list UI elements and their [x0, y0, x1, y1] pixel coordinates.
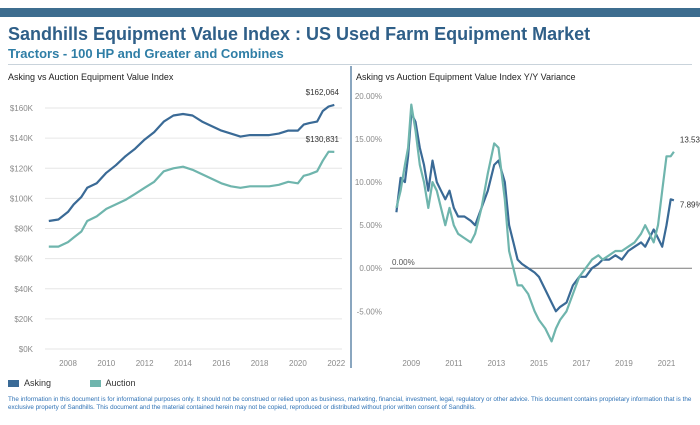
- page-subtitle: Tractors - 100 HP and Greater and Combin…: [8, 46, 284, 61]
- y-tick-label: 5.00%: [359, 221, 382, 230]
- y-tick-label: 20.00%: [355, 92, 382, 101]
- header-divider: [8, 64, 692, 65]
- legend: Asking Auction: [8, 377, 172, 388]
- end-value-label-auction: $130,831: [306, 135, 340, 144]
- x-tick-label: 2011: [445, 359, 463, 368]
- x-tick-label: 2018: [251, 359, 269, 368]
- x-tick-label: 2016: [212, 359, 230, 368]
- x-tick-label: 2019: [615, 359, 633, 368]
- x-tick-label: 2021: [658, 359, 676, 368]
- y-tick-label: $80K: [14, 225, 33, 234]
- y-tick-label: 0.00%: [359, 264, 382, 273]
- y-tick-label: 15.00%: [355, 135, 382, 144]
- end-value-label-asking: $162,064: [306, 88, 340, 97]
- series-line-auction: [48, 150, 335, 248]
- legend-item-auction[interactable]: Auction: [89, 377, 136, 388]
- y-tick-label: $120K: [10, 164, 34, 173]
- end-value-label-asking: 7.89%: [680, 200, 700, 209]
- chart-divider: [350, 66, 352, 368]
- legend-swatch-auction: [89, 379, 101, 387]
- legend-item-asking[interactable]: Asking: [8, 378, 51, 388]
- y-tick-label: $140K: [10, 134, 34, 143]
- zero-reference-label: 0.00%: [392, 258, 415, 267]
- x-tick-label: 2008: [59, 359, 77, 368]
- y-tick-label: 10.00%: [355, 178, 382, 187]
- legend-label-auction: Auction: [105, 377, 136, 388]
- x-tick-label: 2017: [573, 359, 591, 368]
- series-line-auction: [395, 103, 675, 343]
- x-tick-label: 2022: [327, 359, 345, 368]
- yoy-variance-chart: Asking vs Auction Equipment Value Index …: [355, 72, 700, 368]
- x-tick-label: 2010: [97, 359, 115, 368]
- asking-vs-auction-value-chart: Asking vs Auction Equipment Value Index $…: [8, 72, 346, 368]
- series-line-asking: [395, 112, 675, 313]
- x-tick-label: 2013: [487, 359, 505, 368]
- y-tick-label: $0K: [19, 345, 34, 354]
- y-tick-label: $60K: [14, 255, 33, 264]
- page-title: Sandhills Equipment Value Index : US Use…: [8, 24, 591, 44]
- series-line-asking: [48, 103, 335, 223]
- x-tick-label: 2014: [174, 359, 192, 368]
- legend-label-asking: Asking: [24, 377, 52, 388]
- footer-disclaimer: The information in this document is for …: [8, 396, 692, 411]
- y-tick-label: $160K: [10, 104, 34, 113]
- y-tick-label: $20K: [14, 315, 33, 324]
- x-tick-label: 2012: [136, 359, 154, 368]
- end-value-label-auction: 13.53%: [680, 136, 700, 145]
- header-accent-bar: [0, 8, 700, 17]
- y-tick-label: $40K: [14, 285, 33, 294]
- legend-swatch-asking: [8, 379, 19, 387]
- chart-title: Asking vs Auction Equipment Value Index: [8, 72, 174, 82]
- y-tick-label: $100K: [10, 194, 34, 203]
- x-tick-label: 2020: [289, 359, 307, 368]
- chart-title: Asking vs Auction Equipment Value Index …: [356, 72, 575, 82]
- y-tick-label: -5.00%: [357, 307, 382, 316]
- x-tick-label: 2015: [530, 359, 548, 368]
- x-tick-label: 2009: [402, 359, 420, 368]
